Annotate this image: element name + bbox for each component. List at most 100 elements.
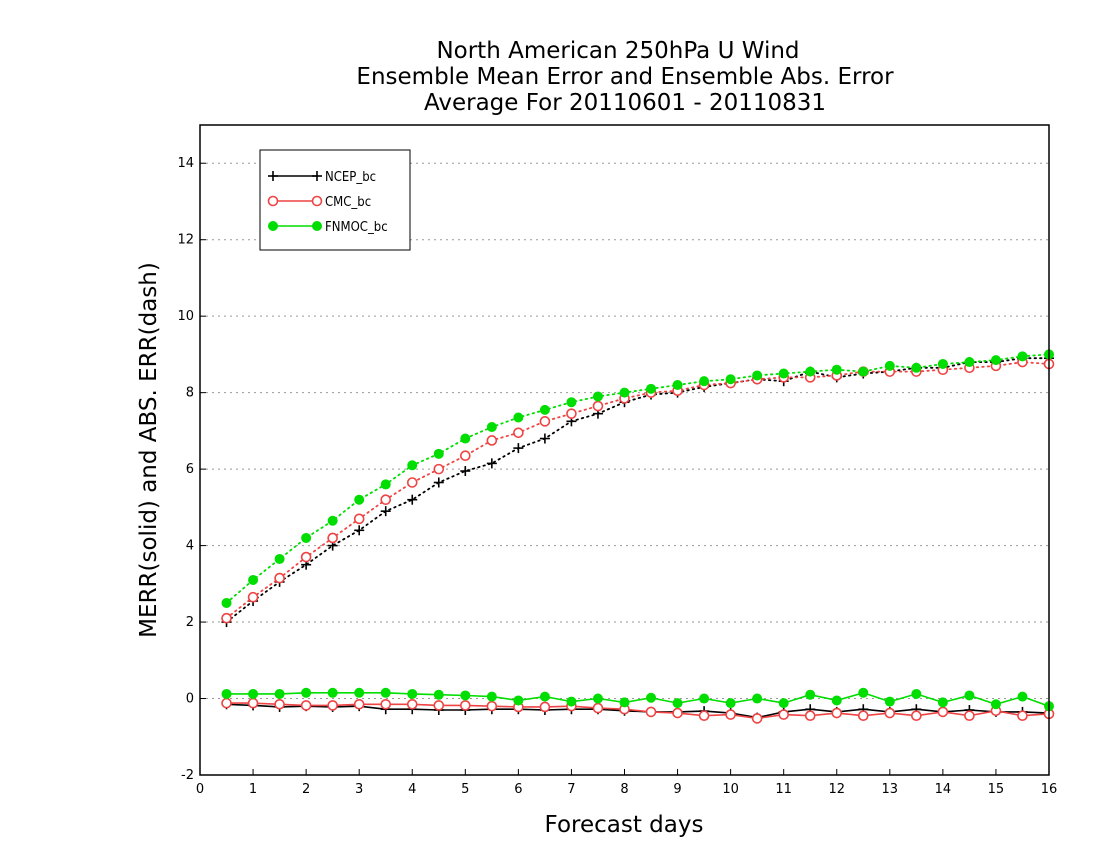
cmc-bc-merr-point (1017, 710, 1028, 722)
cmc-bc-merr-point (406, 698, 418, 710)
cmc-bc-merr-point (539, 701, 551, 713)
gridlines (200, 162, 1049, 776)
cmc-bc-abs-err-point (300, 551, 312, 563)
fnmoc-bc-merr-point (592, 693, 603, 704)
ncep-bc-abs-err-point (460, 466, 471, 477)
x-tick-label: 13 (882, 782, 899, 797)
fnmoc-bc-merr-point (831, 695, 842, 706)
fnmoc-bc-merr-point (566, 696, 577, 707)
chart-title-line-2: Ensemble Mean Error and Ensemble Abs. Er… (356, 64, 894, 90)
fnmoc-bc-merr-point (248, 688, 259, 699)
cmc-bc-merr-point (725, 709, 736, 720)
ncep-bc-abs-err-point (407, 494, 418, 505)
x-tick-label: 3 (355, 782, 363, 797)
ncep-bc-abs-err-line (225, 357, 1050, 623)
cmc-bc-abs-err-point (433, 463, 445, 475)
fnmoc-bc-merr-point (646, 692, 657, 703)
cmc-bc-abs-err-point (221, 612, 232, 624)
fnmoc-bc-abs-err-point (566, 397, 577, 408)
fnmoc-bc-merr-point (513, 695, 524, 706)
series-fnmoc-bc (221, 349, 1054, 712)
cmc-bc-abs-err-point (566, 408, 577, 419)
cmc-bc-merr-point (433, 700, 445, 711)
cmc-bc-abs-err-point (486, 435, 498, 446)
legend-item-fnmoc-bc: FNMOC_bc (268, 220, 388, 235)
cmc-bc-merr-point (884, 707, 896, 719)
cmc-bc-merr-point (831, 707, 843, 719)
cmc-bc-abs-err-point (460, 450, 471, 462)
fnmoc-bc-merr-point (884, 696, 895, 707)
cmc-bc-merr-point (911, 710, 922, 722)
cmc-bc-merr-point (964, 710, 975, 722)
fnmoc-bc-abs-err-point (221, 597, 232, 608)
fnmoc-bc-abs-err-point (937, 358, 948, 369)
fnmoc-bc-abs-err-line (225, 353, 1050, 604)
legend-label: NCEP_bc (325, 170, 376, 185)
x-tick-label: 15 (988, 782, 1005, 797)
x-tick-label: 10 (722, 782, 739, 797)
cmc-bc-merr-point (778, 709, 789, 720)
fnmoc-bc-merr-point (274, 688, 285, 699)
legend-label: FNMOC_bc (325, 220, 388, 235)
fnmoc-bc-merr-point (1017, 691, 1028, 702)
ncep-bc-abs-err-point (433, 477, 444, 488)
chart-title-line-3: Average For 20110601 - 20110831 (424, 90, 826, 116)
cmc-bc-merr-point (380, 698, 392, 710)
fnmoc-bc-abs-err-point (911, 362, 922, 373)
y-tick-label: 2 (186, 615, 194, 630)
legend-box (259, 149, 411, 251)
x-tick-label: 1 (249, 782, 257, 797)
ncep-bc-abs-err-point (354, 525, 365, 536)
fnmoc-bc-abs-err-point (327, 515, 338, 526)
x-tick-label: 11 (775, 782, 792, 797)
fnmoc-bc-abs-err-point (884, 360, 895, 371)
fnmoc-bc-merr-point (619, 697, 630, 708)
chart-title-line-1: North American 250hPa U Wind (436, 38, 799, 64)
cmc-bc-abs-err-point (513, 427, 524, 439)
fnmoc-bc-merr-point (911, 688, 922, 699)
fnmoc-bc-abs-err-point (513, 412, 524, 423)
cmc-bc-abs-err-point (539, 416, 551, 427)
cmc-bc-abs-err-point (380, 494, 392, 506)
cmc-bc-merr-point (804, 710, 816, 722)
fnmoc-bc-merr-point (699, 693, 710, 704)
fnmoc-bc-abs-err-point (380, 479, 391, 490)
y-tick-label: 14 (177, 156, 194, 171)
cmc-bc-abs-err-point (406, 477, 418, 488)
fnmoc-bc-abs-err-point (407, 460, 418, 471)
x-tick-label: 8 (620, 782, 628, 797)
fnmoc-bc-merr-point (990, 699, 1001, 710)
y-tick-label: 6 (186, 462, 194, 477)
fnmoc-bc-abs-err-point (778, 368, 789, 379)
fnmoc-bc-abs-err-point (1017, 351, 1028, 362)
y-tick-label: 10 (177, 309, 194, 324)
fnmoc-bc-merr-point (460, 690, 471, 701)
fnmoc-bc-abs-err-point (486, 422, 497, 433)
fnmoc-bc-merr-point (937, 697, 948, 708)
legend-marker (267, 195, 279, 207)
series-cmc-bc (221, 356, 1055, 724)
fnmoc-bc-abs-err-point (752, 370, 763, 381)
ncep-bc-abs-err-point (513, 443, 524, 454)
legend-marker (311, 195, 323, 207)
cmc-bc-merr-point (592, 702, 604, 714)
fnmoc-bc-merr-point (327, 687, 338, 698)
fnmoc-bc-abs-err-point (301, 532, 312, 543)
fnmoc-bc-merr-point (539, 691, 550, 702)
cmc-bc-merr-point (672, 707, 683, 719)
fnmoc-bc-abs-err-point (964, 357, 975, 368)
legend-marker (268, 171, 278, 181)
cmc-bc-abs-err-point (327, 532, 338, 544)
cmc-bc-merr-point (645, 706, 657, 718)
x-tick-label: 16 (1041, 782, 1058, 797)
x-tick-label: 4 (408, 782, 416, 797)
series-ncep-bc (221, 353, 1054, 723)
fnmoc-bc-abs-err-point (619, 387, 630, 398)
cmc-bc-merr-point (751, 713, 763, 724)
fnmoc-bc-merr-point (301, 687, 312, 698)
cmc-bc-merr-point (353, 698, 365, 710)
fnmoc-bc-merr-point (221, 688, 232, 699)
fnmoc-bc-merr-point (858, 687, 869, 698)
x-tick-label: 5 (461, 782, 469, 797)
cmc-bc-merr-point (460, 700, 471, 711)
